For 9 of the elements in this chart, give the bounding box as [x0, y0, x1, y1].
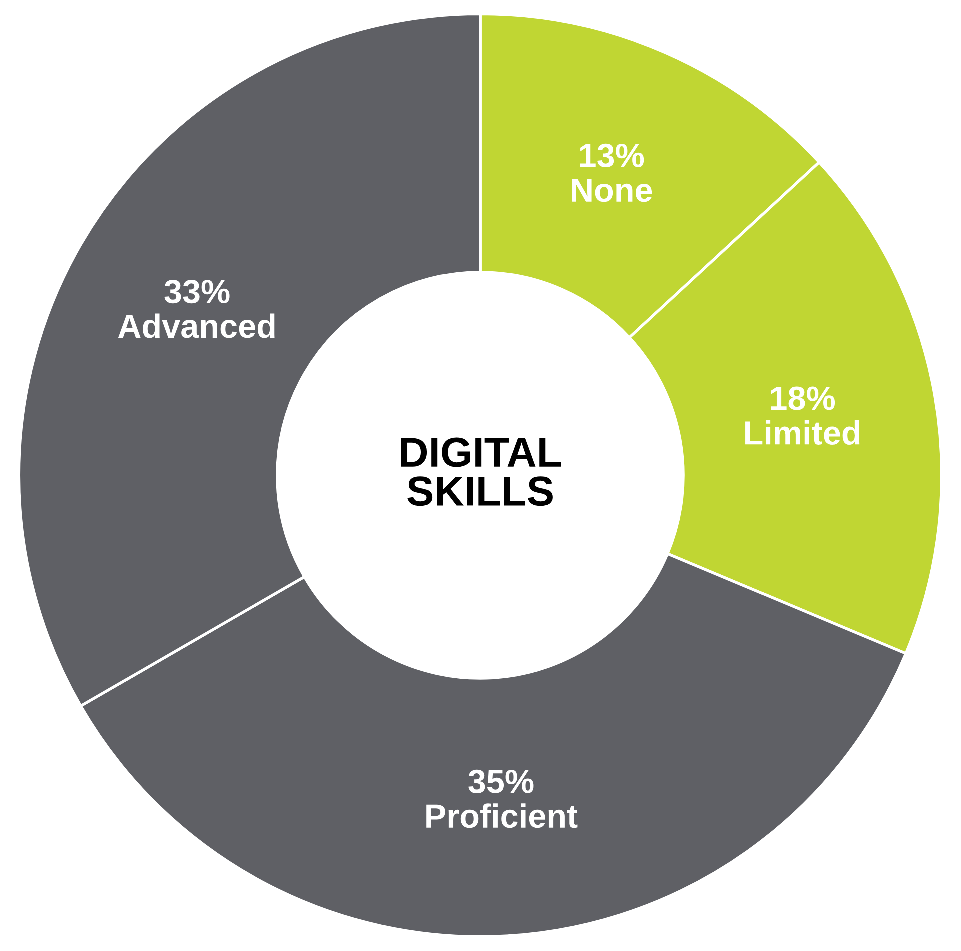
- slice-label: None: [572, 178, 652, 202]
- data-label: 33%: [164, 280, 230, 304]
- slice-label: Advanced: [118, 314, 275, 338]
- data-label: 13%: [580, 144, 644, 168]
- data-label: 35%: [468, 770, 534, 794]
- slice-label: Proficient: [426, 804, 578, 828]
- data-label: 18%: [771, 386, 836, 410]
- slice-label: Limited: [746, 420, 860, 446]
- text: DIGITAL SKILLS: [402, 438, 562, 506]
